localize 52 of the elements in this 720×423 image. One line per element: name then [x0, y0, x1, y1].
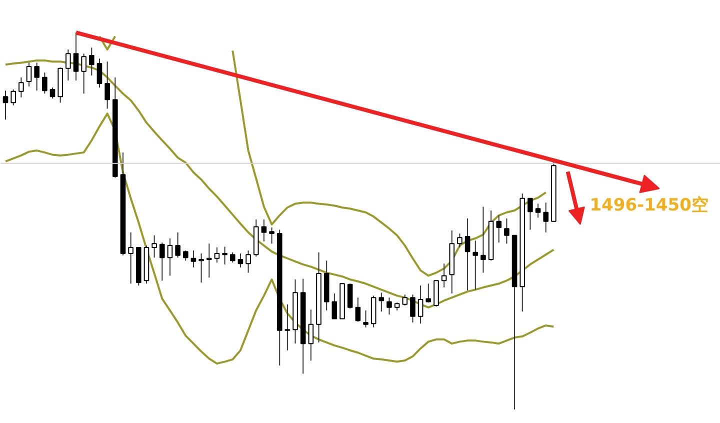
candlestick	[104, 61, 110, 110]
candlestick	[332, 292, 338, 320]
candlestick	[128, 232, 134, 284]
candlestick	[222, 246, 228, 265]
candlestick	[246, 250, 251, 274]
candlestick	[152, 234, 157, 258]
text: 1496-1450空	[590, 196, 708, 216]
candlestick	[386, 297, 392, 316]
candlestick	[96, 58, 102, 88]
candlestick	[206, 243, 212, 278]
candlestick	[10, 88, 16, 106]
candlestick	[504, 218, 510, 244]
candlestick	[26, 62, 32, 87]
candlestick	[89, 47, 94, 76]
candlestick	[34, 62, 40, 92]
candlestick	[261, 219, 267, 242]
candlestick	[457, 232, 462, 248]
candlestick	[18, 76, 24, 98]
candlestick	[182, 250, 188, 262]
candlestick	[214, 246, 220, 264]
candlestick	[472, 240, 478, 290]
candlestick	[269, 226, 274, 244]
candlestick	[418, 285, 424, 324]
candlestick	[426, 283, 432, 303]
candlestick	[441, 263, 447, 288]
candlestick	[284, 304, 290, 351]
candlestick	[81, 53, 86, 94]
candlestick	[238, 252, 244, 268]
candlestick	[230, 252, 236, 264]
candlestick	[50, 87, 56, 100]
candlestick	[480, 206, 486, 274]
candlestick	[355, 297, 361, 322]
candlestick	[42, 72, 48, 94]
candlestick	[308, 309, 314, 362]
candlestick	[175, 232, 180, 258]
candlestick	[464, 218, 470, 291]
candlestick	[2, 90, 8, 120]
candlestick	[167, 238, 173, 276]
candlestick	[410, 294, 416, 323]
candlestick	[190, 250, 196, 268]
candlestick	[363, 310, 368, 328]
candlestick	[535, 203, 541, 218]
candlestick	[66, 49, 71, 81]
candlestick	[198, 252, 204, 283]
candlestick	[496, 214, 502, 244]
candlestick	[159, 242, 165, 282]
candlestick	[402, 294, 408, 306]
candlestick	[378, 292, 384, 312]
candlestick	[528, 198, 533, 230]
candlestick	[543, 202, 549, 233]
candlestick	[73, 32, 79, 81]
candlestick	[347, 283, 353, 310]
